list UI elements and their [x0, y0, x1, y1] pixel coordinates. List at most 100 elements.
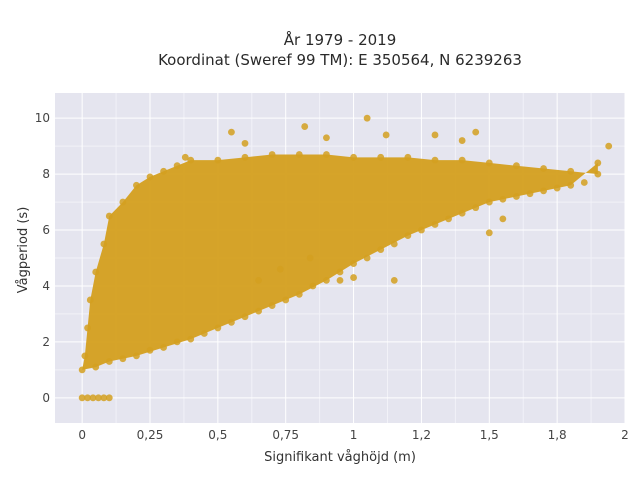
scatter-point	[594, 170, 602, 178]
scatter-point	[485, 159, 493, 167]
scatter-point	[594, 159, 602, 167]
scatter-point	[187, 156, 195, 164]
y-axis-label: Vågperiod (s)	[16, 207, 31, 294]
scatter-point	[445, 215, 452, 223]
scatter-density-band	[82, 154, 598, 370]
scatter-point	[485, 229, 493, 237]
scatter-point	[336, 268, 344, 276]
scatter-point	[377, 246, 385, 254]
scatter-point	[418, 226, 425, 234]
scatter-point	[540, 165, 547, 172]
scatter-point	[146, 346, 154, 354]
scatter-point	[95, 394, 102, 402]
scatter-point	[377, 153, 385, 161]
scatter-point	[78, 394, 86, 402]
y-tick-label: 10	[35, 111, 50, 125]
scatter-point	[363, 254, 371, 262]
y-tick-label: 8	[42, 167, 50, 181]
scatter-point	[160, 167, 167, 175]
scatter-point	[390, 240, 398, 248]
scatter-point	[133, 352, 140, 360]
scatter-point	[160, 344, 167, 351]
scatter-point	[282, 296, 290, 304]
x-axis-label: Signifikant våghöjd (m)	[264, 450, 416, 465]
x-tick-label: 1,5	[480, 428, 499, 442]
scatter-point	[390, 276, 398, 284]
y-tick-label: 0	[42, 391, 50, 405]
scatter-point	[105, 212, 113, 220]
x-tick-label: 2	[621, 428, 629, 442]
scatter-point	[363, 114, 371, 122]
x-tick-label: 0,25	[137, 428, 164, 442]
scatter-point	[567, 167, 575, 175]
scatter-point	[81, 352, 89, 360]
scatter-point	[567, 181, 575, 189]
scatter-point	[309, 282, 317, 290]
x-tick-label: 0,5	[208, 428, 227, 442]
scatter-point	[84, 324, 91, 332]
scatter-point	[382, 131, 390, 139]
scatter-point	[89, 394, 97, 402]
scatter-point	[86, 296, 94, 304]
scatter-point	[513, 193, 520, 200]
scatter-point	[181, 153, 189, 161]
scatter-point	[133, 181, 140, 189]
scatter-point	[350, 260, 357, 267]
scatter-point	[485, 198, 493, 206]
scatter-point	[499, 195, 507, 203]
scatter-point	[84, 394, 91, 402]
scatter-point	[336, 276, 344, 284]
scatter-point	[241, 139, 249, 147]
scatter-point	[306, 254, 314, 262]
scatter-point	[255, 307, 262, 315]
scatter-point	[540, 187, 547, 195]
scatter-point	[173, 162, 181, 170]
scatter-point	[323, 134, 330, 142]
scatter-point	[472, 128, 480, 136]
y-tick-label: 4	[42, 279, 50, 293]
scatter-point	[119, 355, 127, 363]
scatter-point	[100, 394, 108, 402]
scatter-point	[499, 215, 507, 223]
x-tick-label: 0	[78, 428, 86, 442]
scatter-point	[276, 265, 284, 273]
scatter-point	[526, 190, 534, 198]
scatter-point	[214, 156, 222, 164]
scatter-point	[146, 173, 154, 181]
scatter-point	[200, 330, 208, 337]
x-tick-label: 1	[350, 428, 358, 442]
x-tick-label: 1,8	[548, 428, 567, 442]
chart-title: År 1979 - 2019	[284, 30, 397, 49]
scatter-point	[241, 313, 249, 321]
scatter-point	[241, 153, 249, 161]
scatter-point	[105, 394, 113, 402]
scatter-point	[513, 162, 520, 170]
scatter-point	[472, 204, 480, 212]
scatter-point	[187, 335, 195, 343]
scatter-point	[404, 232, 412, 240]
scatter-point	[605, 142, 613, 150]
scatter-point	[173, 338, 181, 346]
plot-area: 0 0,25 0,5 0,75 1 1,2 1,5 1,8 2 0 2 4 6 8 10	[35, 93, 629, 442]
scatter-point	[92, 363, 100, 371]
scatter-point	[580, 179, 588, 186]
scatter-point	[268, 302, 276, 309]
scatter-point	[105, 358, 113, 365]
scatter-point	[323, 276, 330, 284]
scatter-point	[431, 221, 439, 228]
scatter-point	[350, 153, 357, 161]
y-tick-label: 6	[42, 223, 50, 237]
chart-subtitle: Koordinat (Sweref 99 TM): E 350564, N 62…	[158, 51, 522, 69]
scatter-point	[214, 324, 222, 332]
scatter-point	[350, 274, 357, 281]
scatter-point	[458, 209, 466, 217]
x-tick-label: 1,2	[412, 428, 431, 442]
scatter-point	[228, 128, 235, 136]
scatter-point	[404, 153, 412, 161]
scatter-point	[458, 137, 466, 144]
scatter-point	[301, 123, 309, 130]
scatter-point	[553, 184, 561, 192]
scatter-point	[119, 198, 127, 206]
scatter-point	[431, 131, 439, 139]
